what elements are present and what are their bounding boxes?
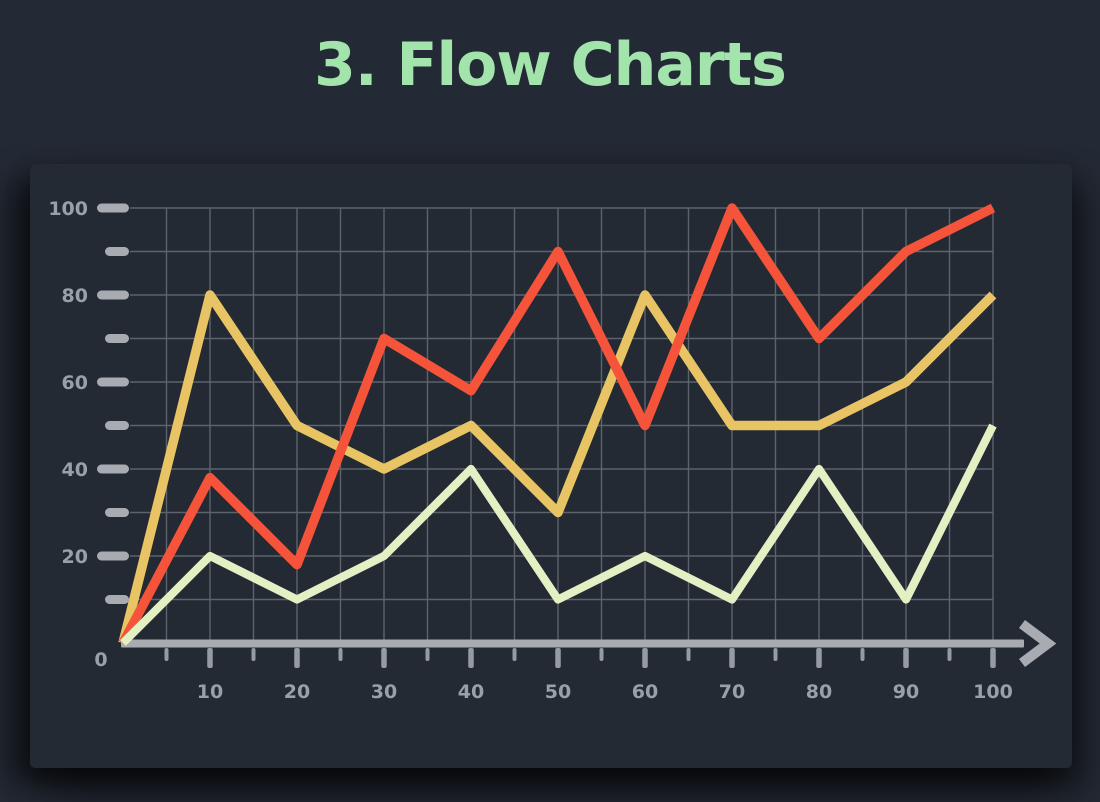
x-axis-tick-mark <box>729 648 735 668</box>
x-tick-label: 20 <box>284 681 310 703</box>
y-tick-label: 100 <box>48 198 88 220</box>
x-axis-tick-mark <box>990 648 996 668</box>
red-line <box>118 203 996 646</box>
y-axis-tick-bar <box>97 464 129 474</box>
gold-line <box>118 290 997 645</box>
y-tick-label: 60 <box>62 372 88 394</box>
x-axis-tick-mark <box>251 648 256 661</box>
x-axis-tick-mark <box>816 648 822 668</box>
x-axis-tick-mark <box>860 648 865 661</box>
x-axis-tick-mark <box>555 648 561 668</box>
green-line <box>120 423 997 646</box>
x-axis-tick-mark <box>773 648 778 661</box>
x-axis-tick-mark <box>947 648 952 661</box>
x-tick-label: 40 <box>458 681 484 703</box>
x-tick-label: 90 <box>893 681 919 703</box>
origin-label: 0 <box>94 649 107 671</box>
x-axis-tick-mark <box>468 648 474 668</box>
x-axis-tick-mark <box>512 648 517 661</box>
x-axis-tick-mark <box>207 648 213 668</box>
x-axis-tick-mark <box>338 648 343 661</box>
x-tick-label: 80 <box>806 681 832 703</box>
x-tick-label: 60 <box>632 681 658 703</box>
x-axis-line <box>121 639 1024 648</box>
x-axis-arrow-icon <box>1019 620 1057 667</box>
y-axis-tick-bar <box>97 203 129 213</box>
y-axis-tick-bar <box>105 595 129 604</box>
x-axis-tick-mark <box>381 648 387 668</box>
y-axis-tick-bar <box>105 334 129 343</box>
y-tick-label: 20 <box>62 546 88 568</box>
chart-title: 3. Flow Charts <box>314 30 787 100</box>
y-axis-tick-bar <box>97 377 129 387</box>
y-axis-tick-bar <box>105 247 129 256</box>
x-axis-tick-mark <box>294 648 300 668</box>
x-axis-tick-mark <box>903 648 909 668</box>
x-tick-label: 50 <box>545 681 571 703</box>
y-axis-tick-bar <box>97 290 129 300</box>
y-tick-label: 40 <box>62 459 88 481</box>
y-axis-tick-bar <box>105 421 129 430</box>
x-axis-tick-mark <box>164 648 169 661</box>
y-axis-tick-bar <box>105 508 129 517</box>
x-axis-tick-mark <box>599 648 604 661</box>
x-axis-tick-mark <box>425 648 430 661</box>
x-tick-label: 10 <box>197 681 223 703</box>
y-tick-label: 80 <box>62 285 88 307</box>
x-tick-label: 30 <box>371 681 397 703</box>
x-axis-tick-mark <box>686 648 691 661</box>
x-axis-tick-mark <box>642 648 648 668</box>
x-tick-label: 100 <box>973 681 1013 703</box>
y-axis-tick-bar <box>97 551 129 561</box>
x-tick-label: 70 <box>719 681 745 703</box>
